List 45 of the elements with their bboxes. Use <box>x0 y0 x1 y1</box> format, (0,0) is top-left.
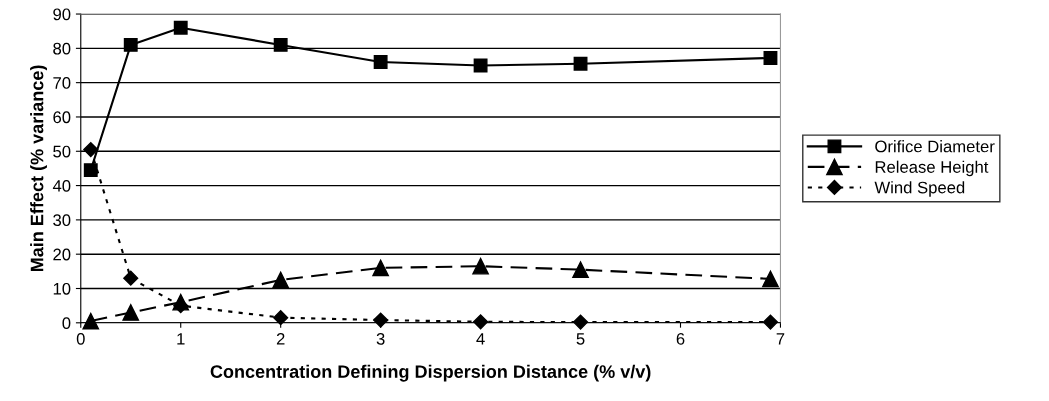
point <box>572 314 589 330</box>
point <box>762 314 779 330</box>
legend-label: Orifice Diameter <box>875 140 995 153</box>
x-tick-label: 5 <box>576 333 585 345</box>
point <box>83 163 98 178</box>
point <box>373 55 388 70</box>
y-tick-label: 70 <box>53 77 71 89</box>
point <box>272 271 290 289</box>
y-axis-title: Main Effect (% variance) <box>30 65 47 272</box>
point <box>473 58 488 73</box>
point <box>473 314 489 330</box>
point <box>122 304 140 321</box>
point <box>372 259 389 277</box>
x-tick-label: 4 <box>476 333 485 345</box>
y-tick-label: 80 <box>53 42 71 55</box>
point <box>572 261 589 278</box>
y-tick-label: 20 <box>53 248 71 261</box>
y-tick-label: 30 <box>53 214 71 227</box>
y-tick-label: 90 <box>53 8 71 21</box>
x-axis-title: Concentration Defining Dispersion Distance (% v/v) <box>210 364 651 382</box>
x-tick-label: 6 <box>676 332 685 345</box>
point <box>82 312 100 330</box>
legend-label: Release Height <box>875 160 989 177</box>
y-tick-label: 40 <box>52 179 71 192</box>
x-tick-label: 2 <box>276 332 285 345</box>
y-tick-label: 0 <box>62 317 71 330</box>
point <box>763 51 778 65</box>
point <box>273 310 289 326</box>
x-tick-label: 7 <box>776 333 785 345</box>
y-tick-label: 60 <box>53 111 71 124</box>
x-tick-label: 1 <box>177 333 185 345</box>
legend-label: Wind Speed <box>874 181 965 197</box>
x-tick-label: 3 <box>376 332 385 345</box>
point <box>573 56 588 71</box>
point <box>273 37 288 52</box>
point <box>373 312 389 328</box>
point <box>173 20 188 35</box>
point <box>123 270 139 286</box>
point <box>123 37 138 52</box>
x-tick-label: 0 <box>76 332 85 345</box>
point <box>83 141 99 158</box>
point <box>472 257 489 275</box>
y-tick-label: 50 <box>53 145 71 158</box>
y-tick-label: 10 <box>53 282 71 295</box>
point <box>762 270 779 288</box>
